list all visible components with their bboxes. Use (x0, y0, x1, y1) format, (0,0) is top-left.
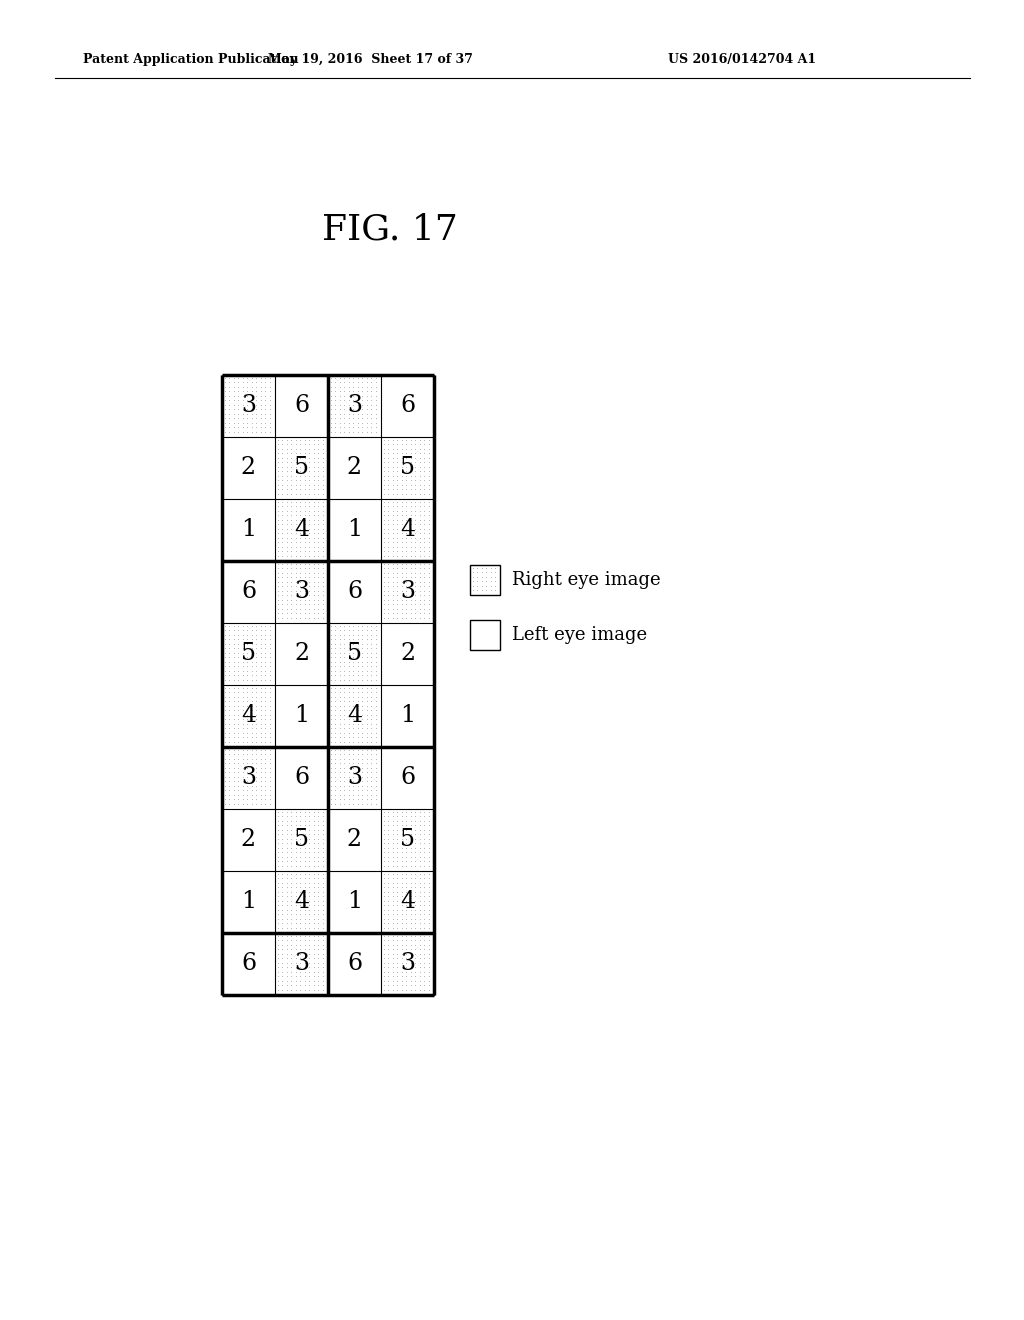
Bar (381, 561, 434, 623)
Bar (381, 437, 434, 499)
Text: 6: 6 (347, 581, 362, 603)
Bar (381, 623, 434, 685)
Bar (328, 933, 381, 995)
Text: 3: 3 (241, 395, 256, 417)
Text: Right eye image: Right eye image (512, 572, 660, 589)
Text: 1: 1 (241, 519, 256, 541)
Bar (381, 499, 434, 561)
Bar (222, 375, 275, 437)
Text: 2: 2 (294, 643, 309, 665)
Bar (222, 437, 275, 499)
Text: 2: 2 (241, 457, 256, 479)
Bar (470, 620, 500, 649)
Text: 3: 3 (294, 953, 309, 975)
Text: 5: 5 (241, 643, 256, 665)
Bar (381, 871, 434, 933)
Bar (328, 375, 381, 437)
Bar (275, 685, 328, 747)
Text: 6: 6 (347, 953, 362, 975)
Bar (328, 499, 381, 561)
Bar (222, 623, 275, 685)
Text: 4: 4 (347, 705, 362, 727)
Text: 6: 6 (241, 581, 256, 603)
Text: 4: 4 (294, 519, 309, 541)
Text: 1: 1 (400, 705, 415, 727)
Bar (222, 561, 275, 623)
Bar (328, 747, 381, 809)
Text: US 2016/0142704 A1: US 2016/0142704 A1 (668, 54, 816, 66)
Bar (275, 871, 328, 933)
Text: Left eye image: Left eye image (512, 626, 647, 644)
Bar (222, 747, 275, 809)
Text: 6: 6 (241, 953, 256, 975)
Text: FIG. 17: FIG. 17 (323, 213, 458, 247)
Text: 3: 3 (241, 767, 256, 789)
Text: 3: 3 (347, 395, 362, 417)
Bar (381, 375, 434, 437)
Bar (328, 561, 381, 623)
Text: 2: 2 (347, 829, 362, 851)
Bar (275, 437, 328, 499)
Text: 4: 4 (241, 705, 256, 727)
Text: May 19, 2016  Sheet 17 of 37: May 19, 2016 Sheet 17 of 37 (267, 54, 472, 66)
Text: 1: 1 (294, 705, 309, 727)
Bar (275, 561, 328, 623)
Text: 5: 5 (400, 829, 415, 851)
Bar (275, 933, 328, 995)
Bar (222, 809, 275, 871)
Text: 5: 5 (294, 829, 309, 851)
Bar (275, 623, 328, 685)
Text: 3: 3 (347, 767, 362, 789)
Bar (222, 685, 275, 747)
Text: 1: 1 (347, 891, 362, 913)
Text: 6: 6 (294, 395, 309, 417)
Bar (328, 437, 381, 499)
Bar (328, 685, 381, 747)
Bar (275, 499, 328, 561)
Text: 4: 4 (400, 891, 415, 913)
Bar (381, 933, 434, 995)
Bar (275, 747, 328, 809)
Bar (222, 499, 275, 561)
Text: 4: 4 (400, 519, 415, 541)
Text: 5: 5 (400, 457, 415, 479)
Text: 1: 1 (241, 891, 256, 913)
Bar (381, 685, 434, 747)
Bar (275, 375, 328, 437)
Text: 4: 4 (294, 891, 309, 913)
Text: 3: 3 (400, 953, 415, 975)
Text: 6: 6 (294, 767, 309, 789)
Bar (328, 809, 381, 871)
Text: 6: 6 (400, 767, 415, 789)
Bar (222, 871, 275, 933)
Text: 6: 6 (400, 395, 415, 417)
Text: 5: 5 (294, 457, 309, 479)
Text: 5: 5 (347, 643, 362, 665)
Text: 2: 2 (241, 829, 256, 851)
Text: 3: 3 (400, 581, 415, 603)
Bar (275, 809, 328, 871)
Text: 1: 1 (347, 519, 362, 541)
Bar (381, 747, 434, 809)
Bar (328, 871, 381, 933)
Bar (222, 933, 275, 995)
Bar (328, 623, 381, 685)
Bar (381, 809, 434, 871)
Text: 2: 2 (347, 457, 362, 479)
Text: 3: 3 (294, 581, 309, 603)
Text: Patent Application Publication: Patent Application Publication (83, 54, 299, 66)
Text: 2: 2 (400, 643, 415, 665)
Bar (470, 565, 500, 595)
